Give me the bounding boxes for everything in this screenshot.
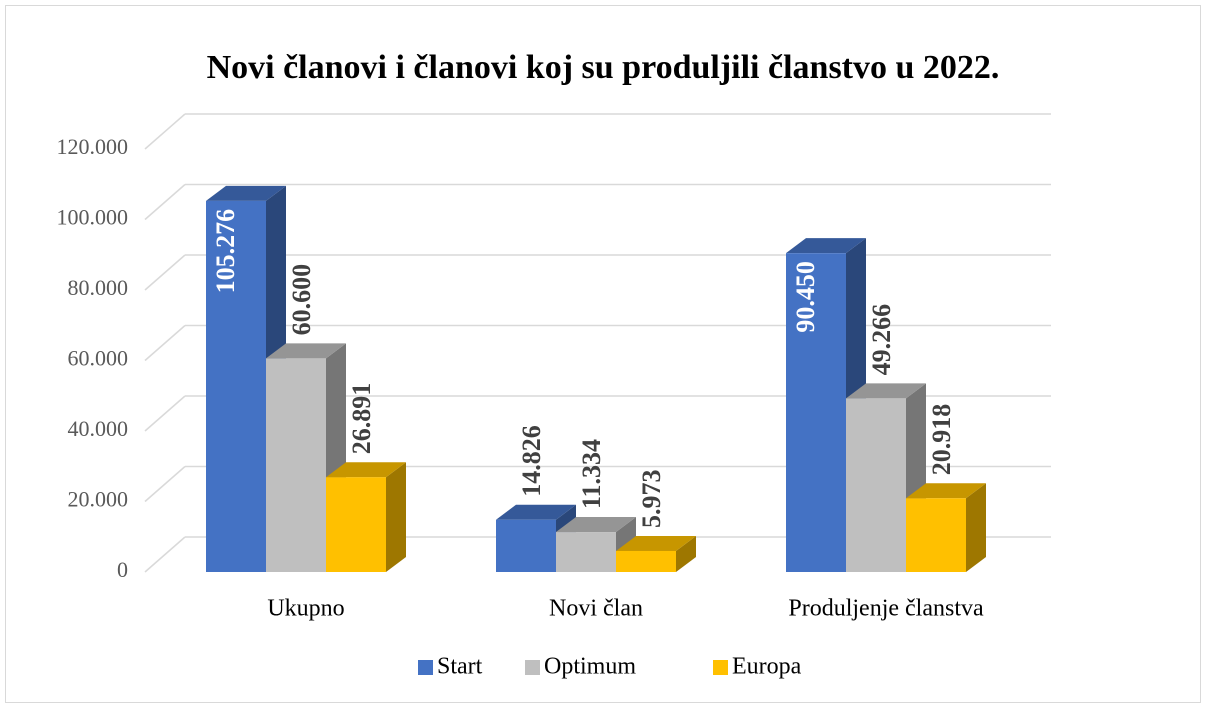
y-tick-label: 120.000: [57, 134, 129, 159]
bar-top: [556, 517, 636, 533]
data-label: 60.600: [287, 264, 316, 336]
data-label: 49.266: [867, 304, 896, 376]
legend-label: Optimum: [544, 654, 636, 680]
bar-side: [676, 535, 696, 572]
legend-label: Europa: [732, 654, 802, 680]
bar: [906, 498, 966, 572]
bar-top: [206, 185, 286, 201]
bar: [206, 200, 266, 572]
bar-top: [496, 504, 576, 520]
bar-side: [386, 462, 406, 572]
x-tick-label: Ukupno: [267, 596, 344, 622]
bar: [786, 253, 846, 572]
bar-top: [266, 343, 346, 359]
chart-title: Novi članovi i članovi koj su produljili…: [207, 49, 1000, 86]
bar: [616, 550, 676, 572]
bar-top: [616, 535, 696, 551]
bar: [846, 398, 906, 572]
y-tick-label: 80.000: [68, 275, 129, 300]
bar: [266, 358, 326, 572]
bar-side: [966, 483, 986, 572]
grid-line: [144, 113, 186, 150]
bar-top: [906, 483, 986, 499]
grid-line: [144, 536, 186, 573]
y-tick-label: 100.000: [57, 205, 129, 230]
data-label: 14.826: [517, 425, 546, 497]
x-tick-label: Produljenje članstva: [788, 596, 984, 622]
data-label: 20.918: [927, 404, 956, 476]
bar-top: [786, 238, 866, 254]
data-label: 11.334: [577, 439, 606, 509]
bar: [496, 519, 556, 572]
bar-top: [326, 462, 406, 478]
x-tick-label: Novi član: [549, 596, 643, 622]
legend-swatch: [525, 660, 540, 675]
data-label: 5.973: [637, 469, 666, 528]
y-tick-label: 20.000: [68, 487, 129, 512]
bar: [556, 532, 616, 572]
legend-label: Start: [437, 654, 483, 680]
data-label: 105.276: [211, 209, 240, 294]
bar: [326, 477, 386, 572]
legend-swatch: [713, 660, 728, 675]
grid-line: [144, 465, 186, 503]
y-tick-label: 0: [117, 557, 128, 582]
data-label: 26.891: [347, 383, 376, 455]
grid-line: [144, 254, 186, 291]
grid-line: [144, 395, 186, 432]
grid-line: [144, 183, 186, 221]
chart-border: [5, 5, 1201, 703]
y-tick-label: 60.000: [68, 346, 129, 371]
y-tick-label: 40.000: [68, 416, 129, 441]
data-label: 90.450: [791, 261, 820, 333]
bar-top: [846, 383, 926, 399]
grid-line: [144, 324, 186, 362]
legend-swatch: [418, 660, 433, 675]
